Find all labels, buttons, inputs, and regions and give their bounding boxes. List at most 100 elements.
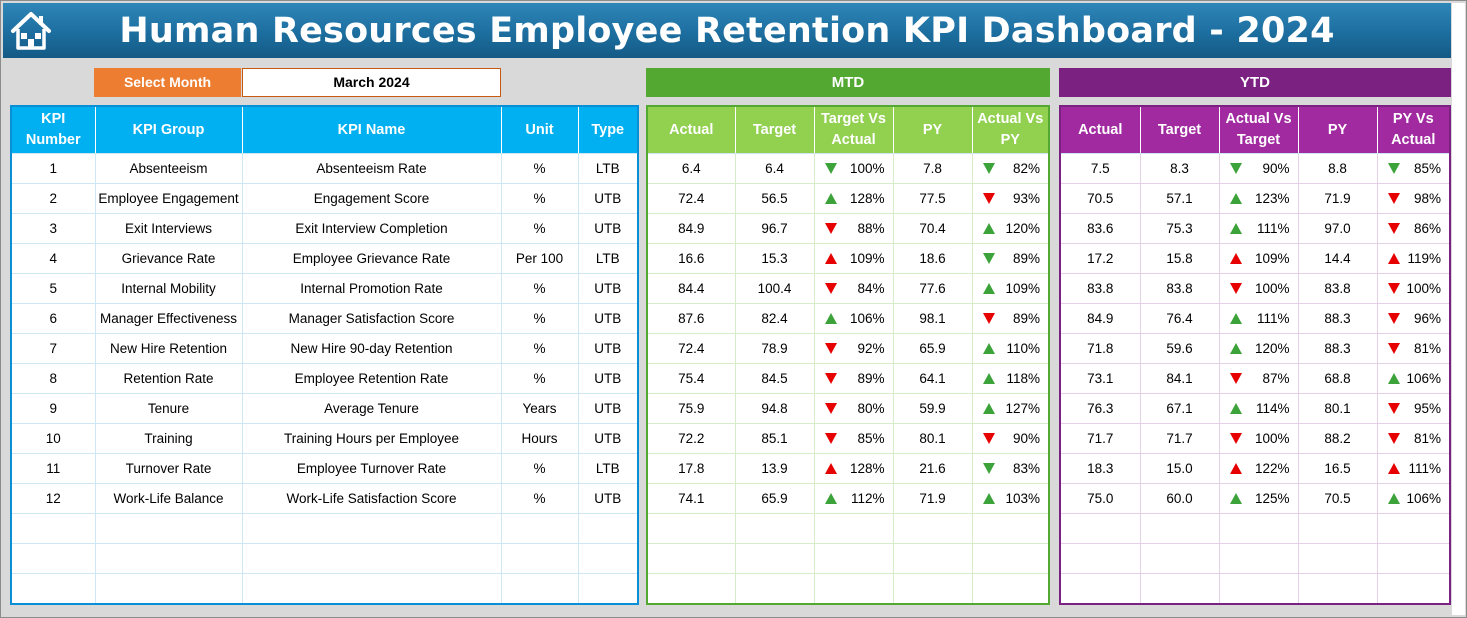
- empty-row: [647, 543, 1050, 574]
- percent-value: 95%: [1413, 401, 1441, 416]
- mtd-col-py: PY: [893, 106, 973, 154]
- percent-value: 85%: [1413, 161, 1441, 176]
- mtd-py: 77.5: [893, 183, 973, 214]
- kpi-unit: Years: [501, 393, 579, 424]
- kpi-group: Internal Mobility: [95, 273, 243, 304]
- month-select[interactable]: March 2024: [242, 68, 501, 97]
- ytd-py-vs-actual: 106%: [1377, 483, 1451, 514]
- triangle-up-icon: [1229, 253, 1242, 264]
- empty-cell: [1298, 513, 1378, 544]
- ytd-actual: 71.7: [1060, 423, 1141, 454]
- mtd-target: 13.9: [735, 453, 815, 484]
- mtd-actual: 72.4: [647, 183, 736, 214]
- kpi-unit: %: [501, 273, 579, 304]
- percent-value: 112%: [850, 491, 885, 506]
- empty-cell: [972, 543, 1050, 574]
- ytd-py-vs-actual: 100%: [1377, 273, 1451, 304]
- mtd-target: 78.9: [735, 333, 815, 364]
- triangle-down-icon: [982, 463, 995, 474]
- ytd-col-target: Target: [1140, 106, 1220, 154]
- table-row: 1 Absenteeism Absenteeism Rate% LTB: [11, 153, 639, 184]
- col-header-kpi-name: KPI Name: [242, 106, 502, 154]
- table-row: 84.4 100.4 84% 77.6 109%: [647, 273, 1050, 304]
- empty-cell: [11, 543, 96, 574]
- table-row: 83.6 75.3 111% 97.0 86%: [1060, 213, 1451, 244]
- kpi-number: 10: [11, 423, 96, 454]
- percent-value: 106%: [849, 311, 885, 326]
- percent-value: 109%: [849, 251, 885, 266]
- empty-cell: [501, 573, 579, 605]
- triangle-up-icon: [824, 493, 837, 504]
- home-icon[interactable]: [9, 9, 53, 53]
- table-row: 5 Internal Mobility Internal Promotion Rat…: [11, 273, 639, 304]
- empty-row: [11, 573, 639, 605]
- percent-value: 106%: [1406, 371, 1441, 386]
- triangle-down-icon: [982, 163, 995, 174]
- mtd-target: 84.5: [735, 363, 815, 394]
- empty-cell: [1060, 573, 1141, 605]
- ytd-actual-vs-target: 123%: [1219, 183, 1299, 214]
- kpi-unit: %: [501, 183, 579, 214]
- percent-value: 100%: [849, 161, 885, 176]
- kpi-type: LTB: [578, 243, 639, 274]
- mtd-target-vs-actual: 80%: [814, 393, 894, 424]
- kpi-unit: %: [501, 303, 579, 334]
- kpi-number: 8: [11, 363, 96, 394]
- percent-value: 109%: [1005, 281, 1040, 296]
- triangle-down-icon: [1387, 193, 1400, 204]
- kpi-group: Absenteeism: [95, 153, 243, 184]
- percent-value: 93%: [1012, 191, 1040, 206]
- triangle-up-icon: [1387, 493, 1400, 504]
- table-row: 6.4 6.4 100% 7.8 82%: [647, 153, 1050, 184]
- triangle-up-icon: [1229, 223, 1242, 234]
- empty-cell: [95, 543, 243, 574]
- percent-value: 81%: [1413, 341, 1441, 356]
- empty-cell: [578, 513, 639, 544]
- table-row: 16.6 15.3 109% 18.6 89%: [647, 243, 1050, 274]
- empty-row: [647, 513, 1050, 544]
- mtd-actual: 6.4: [647, 153, 736, 184]
- empty-row: [1060, 543, 1451, 574]
- percent-value: 82%: [1012, 161, 1040, 176]
- ytd-target: 84.1: [1140, 363, 1220, 394]
- mtd-actual-vs-py: 103%: [972, 483, 1050, 514]
- empty-cell: [893, 543, 973, 574]
- triangle-up-icon: [982, 223, 995, 234]
- percent-value: 90%: [1262, 161, 1290, 176]
- kpi-unit: Per 100: [501, 243, 579, 274]
- table-row: 71.8 59.6 120% 88.3 81%: [1060, 333, 1451, 364]
- page-title: Human Resources Employee Retention KPI D…: [119, 11, 1335, 51]
- table-row: 17.8 13.9 128% 21.6 83%: [647, 453, 1050, 484]
- kpi-number: 5: [11, 273, 96, 304]
- empty-cell: [1377, 543, 1451, 574]
- kpi-group: Work-Life Balance: [95, 483, 243, 514]
- col-header-kpi-number: KPI Number: [11, 106, 96, 154]
- mtd-actual-vs-py: 83%: [972, 453, 1050, 484]
- percent-value: 110%: [1006, 341, 1040, 356]
- percent-value: 111%: [1408, 461, 1441, 476]
- percent-value: 120%: [1005, 221, 1040, 236]
- triangle-up-icon: [982, 283, 995, 294]
- percent-value: 114%: [1255, 401, 1290, 416]
- percent-value: 87%: [1262, 371, 1290, 386]
- empty-cell: [578, 543, 639, 574]
- mtd-actual-vs-py: 89%: [972, 243, 1050, 274]
- ytd-py: 88.2: [1298, 423, 1378, 454]
- empty-cell: [1060, 513, 1141, 544]
- percent-value: 80%: [857, 401, 885, 416]
- mtd-actual-vs-py: 82%: [972, 153, 1050, 184]
- mtd-target: 56.5: [735, 183, 815, 214]
- title-banner: Human Resources Employee Retention KPI D…: [3, 3, 1451, 58]
- empty-cell: [1298, 543, 1378, 574]
- triangle-up-icon: [982, 403, 995, 414]
- empty-cell: [735, 543, 815, 574]
- kpi-number: 6: [11, 303, 96, 334]
- percent-value: 100%: [1406, 281, 1441, 296]
- ytd-actual: 83.8: [1060, 273, 1141, 304]
- table-row: 7.5 8.3 90% 8.8 85%: [1060, 153, 1451, 184]
- ytd-target: 75.3: [1140, 213, 1220, 244]
- percent-value: 128%: [849, 191, 885, 206]
- ytd-py-vs-actual: 86%: [1377, 213, 1451, 244]
- table-row: 6 Manager Effectiveness Manager Satisfacti…: [11, 303, 639, 334]
- ytd-py: 70.5: [1298, 483, 1378, 514]
